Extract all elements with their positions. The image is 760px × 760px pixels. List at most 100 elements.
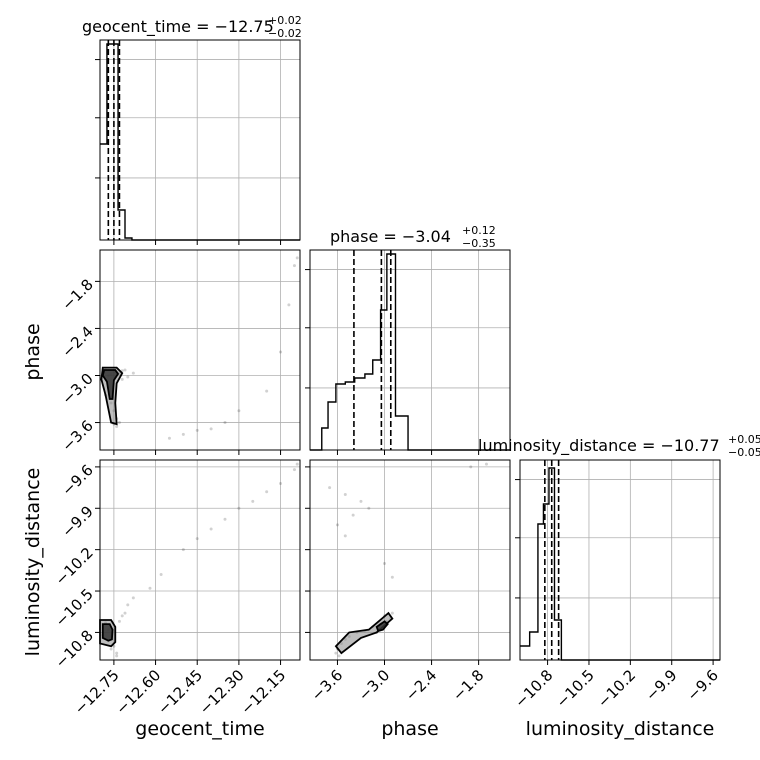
panel-frame [309, 459, 511, 661]
scatter-point [181, 548, 185, 552]
contour-inner [375, 620, 389, 633]
scatter-point [279, 350, 283, 354]
xtick-label-luminosity_distance: −10.5 [553, 666, 598, 711]
ytick-label-luminosity_distance: −10.8 [52, 627, 97, 672]
scatter-point [126, 603, 130, 607]
ytick-label-phase: −3.6 [58, 417, 96, 455]
scatter-point [237, 506, 241, 510]
scatter-point [292, 468, 296, 472]
xtick-label-luminosity_distance: −9.6 [683, 666, 721, 704]
panel-frame [99, 39, 301, 241]
xtick-label-phase: −1.8 [449, 666, 487, 704]
panel-luminosity_distance-luminosity_distance: −10.8−10.5−10.2 −9.9 −9.6 [511, 459, 722, 711]
title-geocent-time-minus: −0.02 [268, 27, 302, 40]
scatter-point [117, 619, 121, 623]
xtick-label-phase: −3.6 [308, 666, 346, 704]
scatter-point [123, 368, 127, 372]
panel-phase-phase [305, 249, 511, 455]
scatter-point [343, 534, 347, 538]
contour-inner [101, 623, 114, 642]
scatter-point [367, 506, 371, 510]
scatter-point [265, 389, 269, 393]
scatter-point [469, 465, 473, 469]
xtick-label-phase: −3.0 [355, 666, 393, 704]
scatter-point [167, 436, 171, 440]
scatter-point [115, 651, 119, 655]
xtick-label-luminosity_distance: −9.9 [642, 666, 680, 704]
ytick-label-phase: −3.0 [58, 370, 96, 408]
contour-outer [334, 611, 394, 655]
title-geocent-time-plus: +0.02 [268, 14, 302, 27]
scatter-point [337, 654, 341, 658]
ytick-label-phase: −1.8 [58, 275, 96, 313]
scatter-point [265, 490, 269, 494]
scatter-point [351, 513, 355, 517]
scatter-point [209, 427, 213, 431]
scatter-point [148, 586, 152, 590]
panel-geocent_time-geocent_time [95, 39, 301, 245]
scatter-point [251, 499, 255, 503]
scatter-point [131, 596, 135, 600]
scatter-point [328, 486, 332, 490]
xlabel-phase: phase [381, 718, 438, 740]
scatter-point [334, 651, 338, 655]
scatter-point [117, 421, 121, 425]
scatter-point [383, 561, 387, 565]
title-luminosity-distance-plus: +0.05 [728, 433, 760, 446]
scatter-point [279, 481, 283, 485]
xtick-label-geocent_time: −12.45 [154, 666, 206, 718]
scatter-point [237, 409, 241, 413]
scatter-point [292, 264, 296, 268]
scatter-point [131, 371, 135, 375]
scatter-point [223, 517, 227, 521]
xtick-label-geocent_time: −12.15 [237, 666, 289, 718]
panel-frame [309, 249, 511, 451]
scatter-point [120, 377, 124, 381]
scatter-point [295, 256, 299, 260]
scatter-point [120, 614, 124, 618]
histogram-luminosity_distance [520, 467, 720, 661]
ytick-label-phase: −2.4 [58, 323, 96, 361]
scatter-point [335, 523, 339, 527]
scatter-point [287, 303, 291, 307]
ylabel-phase: phase [22, 323, 44, 380]
panel-frame [99, 249, 301, 451]
ytick-label-luminosity_distance: −10.5 [52, 585, 97, 630]
histogram-phase [310, 253, 510, 451]
title-phase-minus: −0.35 [462, 237, 496, 250]
panel-luminosity_distance-phase: −3.6 −3.0 −2.4 −1.8 [305, 459, 511, 705]
histogram-geocent_time [100, 43, 300, 241]
title-phase-plus: +0.12 [462, 224, 496, 237]
xtick-label-geocent_time: −12.75 [71, 666, 123, 718]
xtick-label-geocent_time: −12.30 [196, 666, 248, 718]
ylabel-luminosity-distance: luminosity_distance [22, 468, 44, 657]
xtick-label-luminosity_distance: −10.2 [594, 666, 639, 711]
ytick-label-luminosity_distance: −10.2 [52, 544, 97, 589]
panel-phase-geocent_time: −3.6 −3.0 −2.4 −1.8 [58, 249, 301, 455]
title-luminosity-distance: luminosity_distance = −10.77 [478, 436, 720, 456]
scatter-point [181, 432, 185, 436]
ytick-label-luminosity_distance: −9.6 [58, 461, 96, 499]
panel-luminosity_distance-geocent_time: −12.75−12.60−12.45−12.30−12.15 −10.8−10.5… [52, 459, 301, 718]
scatter-point [209, 527, 213, 531]
scatter-point [484, 462, 488, 466]
scatter-point [126, 375, 130, 379]
title-luminosity-distance-minus: −0.05 [728, 446, 760, 459]
xtick-label-luminosity_distance: −10.8 [511, 666, 556, 711]
scatter-point [123, 611, 127, 615]
panel-frame [99, 459, 301, 661]
contour-inner [101, 369, 120, 400]
title-geocent-time: geocent_time = −12.75 [82, 17, 274, 37]
xlabel-luminosity-distance: luminosity_distance [526, 718, 715, 740]
xtick-label-geocent_time: −12.60 [112, 666, 164, 718]
scatter-point [109, 647, 113, 651]
scatter-point [359, 499, 363, 503]
xlabel-geocent-time: geocent_time [135, 718, 264, 740]
xtick-label-phase: −2.4 [402, 666, 440, 704]
scatter-point [115, 424, 119, 428]
scatter-point [295, 462, 299, 466]
panel-frame [519, 459, 721, 661]
scatter-point [195, 537, 199, 541]
scatter-point [195, 428, 199, 432]
